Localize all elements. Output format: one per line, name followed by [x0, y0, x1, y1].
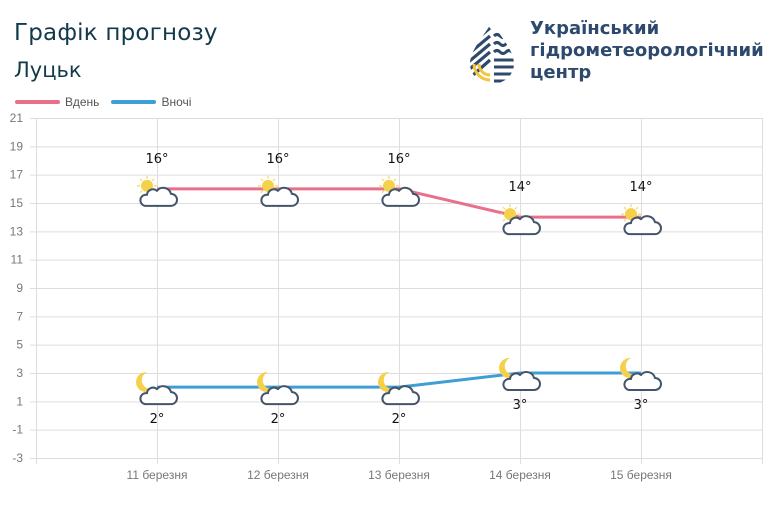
y-axis-ticks: 21 19 17 15 13 11 9 7 5 3 1 -1 -3: [10, 111, 24, 465]
y-tick-label: 11: [11, 253, 24, 267]
org-name-line-2: гідрометеорологічний: [530, 40, 764, 61]
page-title: Графік прогнозу: [14, 20, 218, 46]
city-name: Луцьк: [14, 58, 82, 82]
temperature-label: 16°: [266, 152, 289, 167]
moon-behind-cloud-icon: [378, 372, 420, 406]
water-drop-logo-icon: [470, 26, 514, 83]
temperature-label: 2°: [150, 412, 165, 427]
y-tick-label: 1: [16, 394, 23, 408]
y-tick-label: -3: [12, 451, 23, 465]
y-tick-label: 21: [10, 111, 24, 125]
temperature-label: 3°: [513, 398, 528, 413]
vertical-gridlines: [36, 118, 763, 464]
y-tick-label: 5: [16, 338, 23, 352]
y-tick-label: 13: [10, 224, 24, 238]
x-tick-label: 11 березня: [127, 468, 188, 482]
temperature-label: 2°: [392, 412, 407, 427]
weather-icons: [136, 175, 662, 406]
legend-item-day[interactable]: Вдень: [15, 95, 99, 109]
day-series-line: [157, 187, 641, 219]
temperature-label: 16°: [145, 152, 168, 167]
y-tick-label: 19: [10, 139, 24, 153]
temperature-label: 14°: [508, 180, 531, 195]
y-tick-label: 9: [16, 281, 23, 295]
x-tick-label: 13 березня: [368, 468, 430, 482]
horizontal-gridlines: [30, 118, 762, 459]
legend-swatch-night: [111, 100, 157, 104]
x-tick-label: 14 березня: [489, 468, 551, 482]
legend-swatch-day: [15, 100, 60, 104]
x-tick-label: 12 березня: [247, 468, 309, 482]
y-tick-label: 7: [16, 309, 23, 323]
legend-label-day: Вдень: [65, 95, 100, 109]
temperature-label: 3°: [634, 398, 649, 413]
legend-item-night[interactable]: Вночі: [111, 95, 191, 109]
chart-legend: Вдень Вночі: [15, 95, 203, 109]
temperature-label: 2°: [271, 412, 286, 427]
value-labels: 16° 16° 16° 14° 14° 2° 2° 2° 3° 3°: [145, 152, 652, 427]
org-name-line-3: центр: [530, 62, 592, 83]
night-series-line: [157, 371, 641, 389]
org-name-line-1: Український: [530, 18, 660, 39]
legend-label-night: Вночі: [161, 95, 192, 109]
organization-name: Український гідрометеорологічний центр: [530, 18, 764, 84]
temperature-label: 14°: [629, 180, 652, 195]
y-tick-label: 17: [10, 168, 24, 182]
y-tick-label: 15: [10, 196, 24, 210]
y-tick-label: -1: [12, 423, 23, 437]
temperature-label: 16°: [387, 152, 410, 167]
y-tick-label: 3: [16, 366, 23, 380]
x-axis-ticks: 11 березня 12 березня 13 березня 14 березня…: [127, 468, 672, 482]
series-lines: [157, 187, 641, 389]
x-tick-label: 15 березня: [610, 468, 672, 482]
